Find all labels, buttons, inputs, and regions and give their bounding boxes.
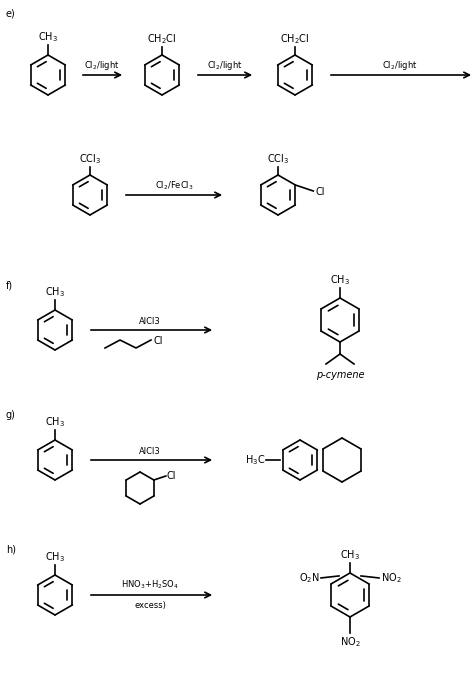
Text: NO$_2$: NO$_2$ <box>340 635 360 649</box>
Text: CH$_3$: CH$_3$ <box>45 286 65 299</box>
Text: AlCl3: AlCl3 <box>139 317 161 326</box>
Text: CH$_3$: CH$_3$ <box>45 550 65 564</box>
Text: Cl: Cl <box>315 187 325 197</box>
Text: Cl: Cl <box>154 336 164 346</box>
Text: Cl$_2$/light: Cl$_2$/light <box>383 59 418 72</box>
Text: CH$_3$: CH$_3$ <box>45 415 65 429</box>
Text: Cl$_2$/light: Cl$_2$/light <box>84 59 120 72</box>
Text: CH$_3$: CH$_3$ <box>38 30 58 44</box>
Text: O$_2$N: O$_2$N <box>299 571 320 585</box>
Text: CH$_2$Cl: CH$_2$Cl <box>280 32 310 46</box>
Text: Cl$_2$/light: Cl$_2$/light <box>207 59 243 72</box>
Text: Cl: Cl <box>167 471 176 481</box>
Text: CH$_3$: CH$_3$ <box>330 273 350 287</box>
Text: Cl$_2$/FeCl$_3$: Cl$_2$/FeCl$_3$ <box>155 180 193 192</box>
Text: e): e) <box>6 8 16 18</box>
Text: HNO$_3$+H$_2$SO$_4$: HNO$_3$+H$_2$SO$_4$ <box>121 578 179 591</box>
Text: NO$_2$: NO$_2$ <box>381 571 401 585</box>
Text: g): g) <box>6 410 16 420</box>
Text: CCl$_3$: CCl$_3$ <box>267 152 289 166</box>
Text: AlCl3: AlCl3 <box>139 447 161 456</box>
Text: CH$_3$: CH$_3$ <box>340 548 360 562</box>
Text: CH$_2$Cl: CH$_2$Cl <box>147 32 177 46</box>
Text: excess): excess) <box>134 601 166 610</box>
Text: CCl$_3$: CCl$_3$ <box>79 152 101 166</box>
Text: H$_3$C: H$_3$C <box>245 453 265 467</box>
Text: f): f) <box>6 280 13 290</box>
Text: p-cymene: p-cymene <box>316 370 364 380</box>
Text: h): h) <box>6 545 16 555</box>
